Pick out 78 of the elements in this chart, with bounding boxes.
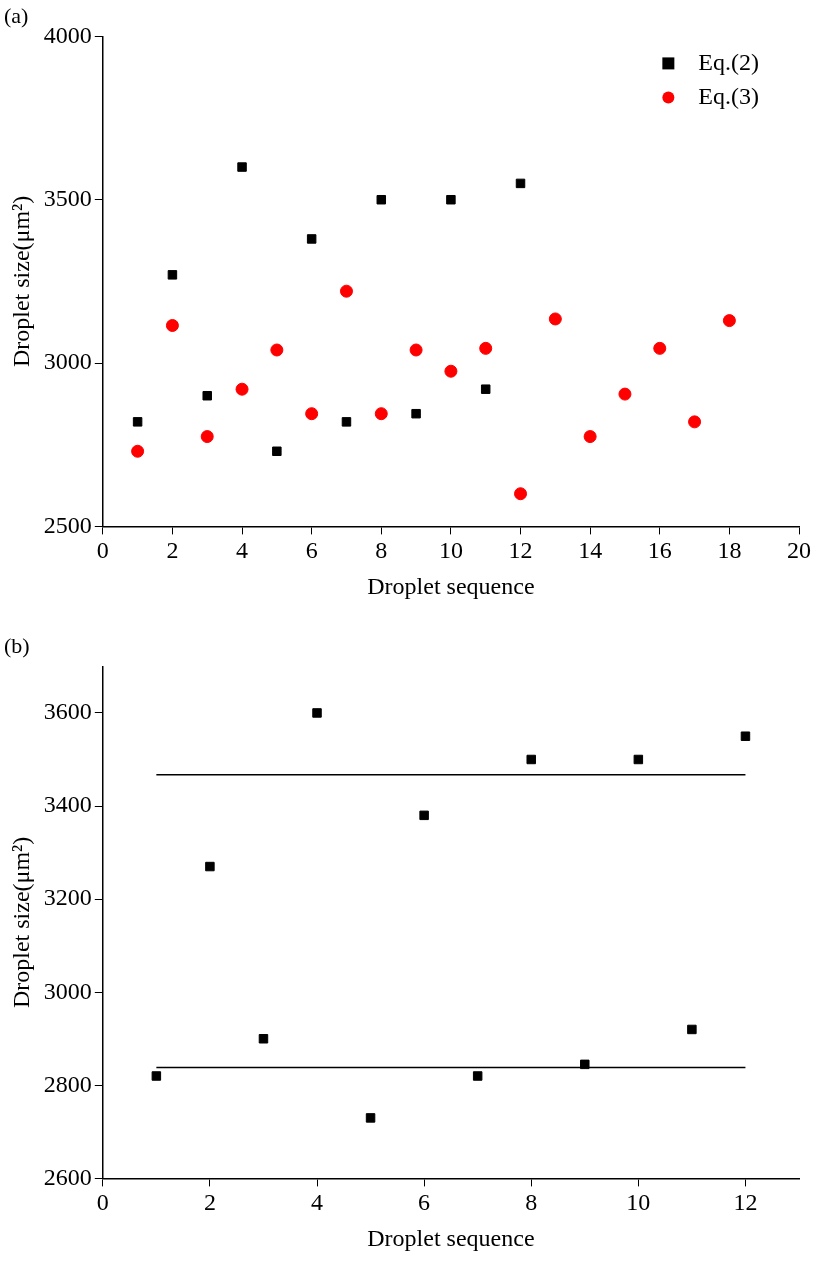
- point: [514, 487, 528, 501]
- y-tick-label: 3600: [43, 698, 92, 725]
- point: [722, 314, 736, 328]
- y-axis-title: Droplet size(μm²): [7, 836, 34, 1009]
- point: [688, 415, 702, 429]
- point: [419, 810, 429, 821]
- y-tick-label: 3500: [43, 185, 92, 212]
- point: [365, 1113, 376, 1123]
- y-tick-label: 4000: [43, 21, 92, 48]
- point: [272, 446, 282, 457]
- point: [200, 430, 214, 444]
- point: [472, 1071, 483, 1081]
- point: [165, 319, 179, 332]
- point: [548, 312, 562, 326]
- x-axis-title: Droplet sequence: [367, 1224, 535, 1251]
- point: [374, 407, 388, 421]
- point: [167, 270, 178, 280]
- point: [376, 194, 387, 205]
- y-tick-label: 3000: [43, 348, 92, 375]
- x-tick-label: 4: [236, 537, 249, 564]
- chart-title: (a): [4, 2, 29, 28]
- x-tick-label: 16: [647, 537, 672, 564]
- point: [653, 341, 667, 355]
- x-tick-label: 0: [96, 1189, 109, 1216]
- point: [411, 408, 421, 419]
- x-tick-label: 8: [375, 537, 388, 564]
- point: [270, 343, 284, 357]
- legend-label: Eq.(2): [698, 48, 760, 75]
- legend-label: Eq.(3): [698, 82, 760, 109]
- chart-title: (b): [4, 632, 30, 658]
- x-tick-label: 12: [733, 1189, 758, 1216]
- y-tick-label: 2600: [43, 1163, 92, 1190]
- point: [306, 234, 317, 244]
- y-tick-label: 3200: [43, 884, 92, 911]
- x-tick-label: 2: [166, 537, 179, 564]
- x-tick-label: 0: [96, 537, 109, 564]
- point: [580, 1059, 590, 1070]
- x-tick-label: 10: [626, 1189, 651, 1216]
- y-tick-label: 2500: [43, 511, 92, 538]
- y-tick-label: 3000: [43, 977, 92, 1004]
- x-tick-label: 2: [203, 1189, 216, 1216]
- y-tick-label: 3400: [43, 791, 92, 818]
- point: [526, 754, 536, 765]
- x-tick-label: 6: [305, 537, 318, 564]
- point: [202, 390, 212, 401]
- x-tick-label: 18: [717, 537, 742, 564]
- point: [235, 382, 249, 396]
- point: [409, 343, 423, 357]
- point: [740, 731, 751, 741]
- point: [151, 1071, 162, 1081]
- point: [312, 708, 322, 718]
- point: [341, 417, 352, 427]
- x-tick-label: 14: [578, 537, 603, 564]
- point: [583, 430, 597, 444]
- x-tick-label: 20: [787, 537, 811, 564]
- x-tick-label: 4: [311, 1189, 324, 1216]
- point: [633, 754, 644, 765]
- point: [444, 364, 458, 378]
- x-tick-label: 8: [525, 1189, 538, 1216]
- point: [205, 861, 215, 872]
- point: [258, 1034, 269, 1044]
- x-tick-label: 10: [438, 537, 463, 564]
- y-axis-title: Droplet size(μm²): [7, 195, 34, 368]
- point: [687, 1024, 697, 1035]
- point: [305, 407, 319, 421]
- x-axis-title: Droplet sequence: [367, 572, 535, 599]
- point: [131, 444, 145, 458]
- point: [339, 284, 353, 298]
- point: [237, 162, 247, 172]
- point: [618, 387, 632, 401]
- x-tick-label: 12: [508, 537, 533, 564]
- point: [446, 194, 456, 205]
- x-tick-label: 6: [418, 1189, 431, 1216]
- y-tick-label: 2800: [43, 1070, 92, 1097]
- point: [480, 384, 491, 394]
- point: [515, 178, 526, 189]
- point: [479, 341, 493, 355]
- point: [132, 417, 143, 427]
